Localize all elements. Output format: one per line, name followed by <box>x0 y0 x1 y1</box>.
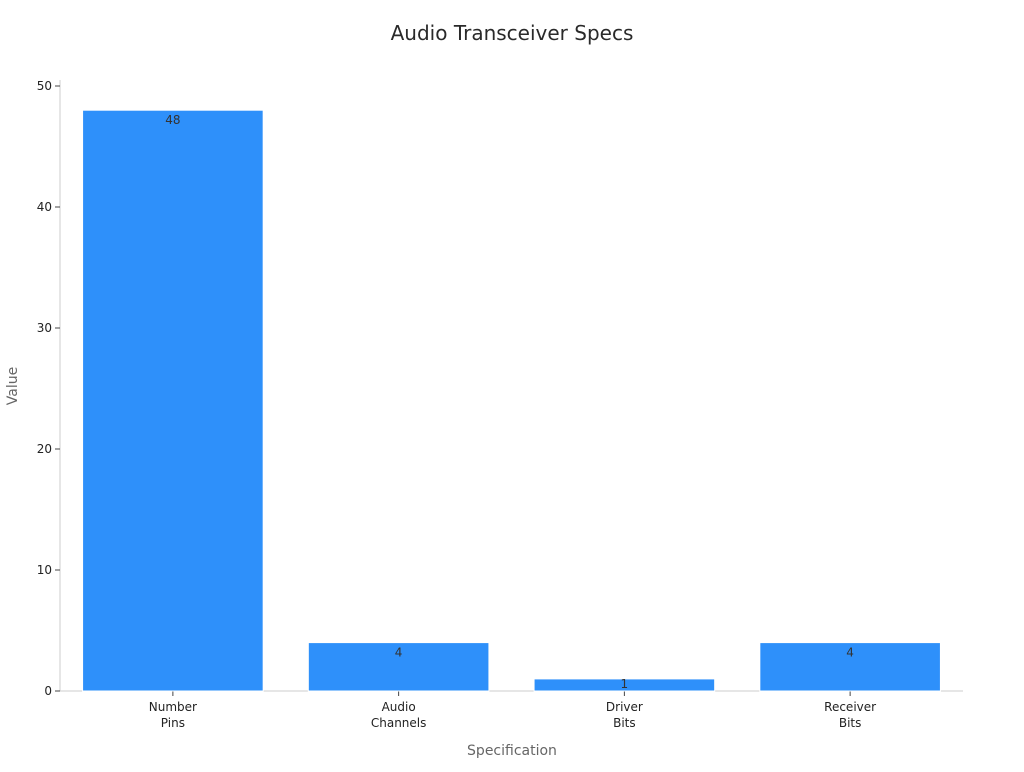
chart-title: Audio Transceiver Specs <box>391 21 634 45</box>
y-tick-label: 10 <box>37 563 52 577</box>
x-category-label: Receiver Bits <box>824 700 876 730</box>
x-axis-title: Specification <box>467 743 557 759</box>
y-axis-title: Value <box>5 367 21 405</box>
bar <box>533 678 716 692</box>
y-tick-label: 0 <box>44 684 52 698</box>
bar <box>82 109 264 692</box>
x-category-label: Number Pins <box>149 700 197 730</box>
x-axis: Number Pins Audio Channels Driver Bits Receive… <box>60 690 963 730</box>
data-labels-group: 48 4 1 4 <box>165 113 854 691</box>
x-category-label: Audio Channels <box>371 700 427 730</box>
bar-data-label: 48 <box>165 113 180 127</box>
y-tick-label: 40 <box>37 200 52 214</box>
bars-group <box>82 109 941 692</box>
y-axis: 0 10 20 30 40 50 <box>37 79 61 698</box>
y-tick-label: 50 <box>37 79 52 93</box>
bar <box>307 642 490 692</box>
y-tick-label: 20 <box>37 442 52 456</box>
bar-data-label: 4 <box>846 646 854 660</box>
bar <box>759 642 941 692</box>
y-tick-label: 30 <box>37 321 52 335</box>
x-category-label: Driver Bits <box>606 700 643 730</box>
bar-data-label: 4 <box>395 646 403 660</box>
bar-data-label: 1 <box>621 677 629 691</box>
